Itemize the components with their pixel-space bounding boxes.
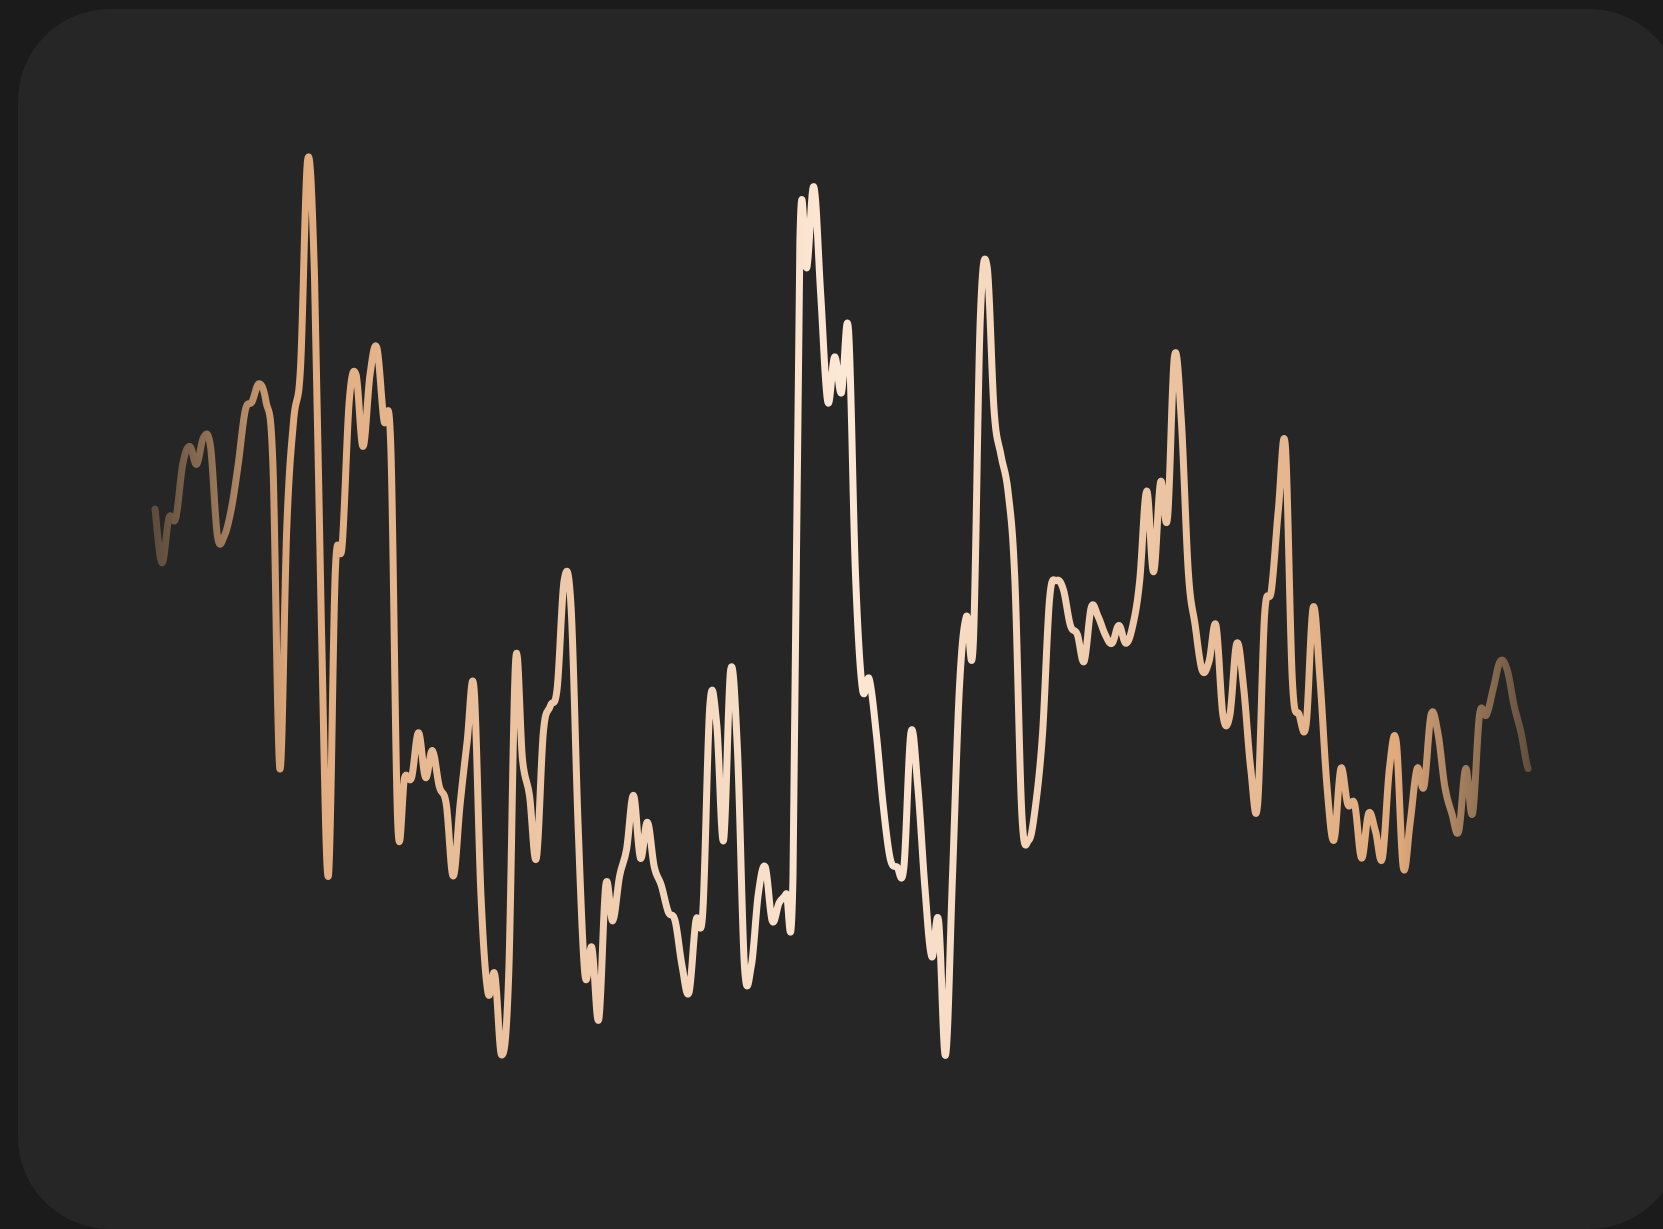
series-layer	[151, 153, 1532, 1059]
series-line-0	[151, 153, 1532, 1059]
chart-card	[18, 9, 1663, 1229]
